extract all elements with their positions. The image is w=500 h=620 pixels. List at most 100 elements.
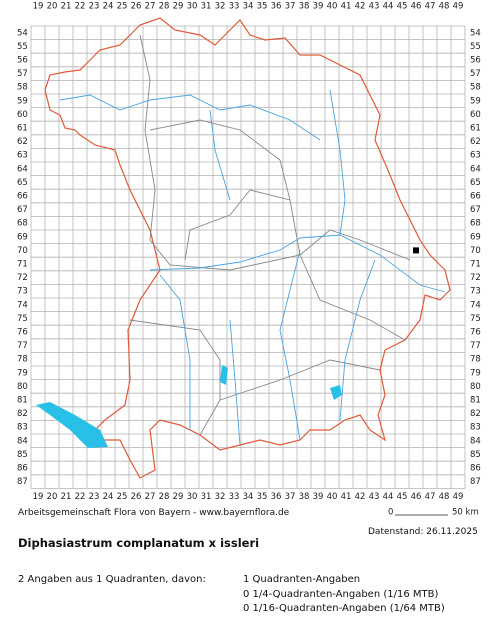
- row-label: 84: [17, 436, 28, 446]
- column-label: 23: [89, 2, 100, 12]
- row-label: 56: [17, 56, 28, 66]
- row-label: 66: [470, 192, 481, 202]
- row-label: 74: [17, 300, 28, 310]
- column-label: 45: [397, 2, 408, 12]
- row-label: 58: [17, 83, 28, 93]
- row-label: 60: [17, 110, 28, 120]
- column-label: 35: [257, 492, 268, 502]
- column-label: 19: [33, 492, 44, 502]
- column-label: 47: [425, 492, 436, 502]
- row-label: 86: [470, 464, 481, 474]
- district-borders: [129, 34, 411, 436]
- column-label: 26: [131, 492, 142, 502]
- row-label: 65: [17, 178, 28, 188]
- row-label: 61: [470, 124, 481, 134]
- row-label: 72: [17, 273, 28, 283]
- row-label: 85: [17, 450, 28, 460]
- column-label: 29: [173, 492, 184, 502]
- row-label: 85: [470, 450, 481, 460]
- column-label: 45: [397, 492, 408, 502]
- column-label: 31: [201, 492, 212, 502]
- column-label: 46: [411, 2, 422, 12]
- row-label: 70: [17, 246, 28, 256]
- row-label: 77: [17, 341, 28, 351]
- column-label: 25: [117, 2, 128, 12]
- row-label: 67: [17, 205, 28, 215]
- column-label: 49: [453, 2, 464, 12]
- column-label: 21: [61, 492, 72, 502]
- column-label: 26: [131, 2, 142, 12]
- column-label: 35: [257, 2, 268, 12]
- row-label: 83: [470, 423, 481, 433]
- column-label: 37: [285, 2, 296, 12]
- row-label: 59: [470, 96, 481, 106]
- row-label: 71: [17, 260, 28, 270]
- row-label: 73: [17, 287, 28, 297]
- row-label: 54: [470, 28, 481, 38]
- row-label: 79: [470, 368, 481, 378]
- row-label: 78: [17, 355, 28, 365]
- row-label: 66: [17, 192, 28, 202]
- column-label: 22: [75, 2, 86, 12]
- column-label: 37: [285, 492, 296, 502]
- column-label: 39: [313, 2, 324, 12]
- column-label: 33: [229, 2, 240, 12]
- column-label: 41: [341, 492, 352, 502]
- column-label: 34: [243, 492, 254, 502]
- column-label: 31: [201, 2, 212, 12]
- column-label: 24: [103, 2, 114, 12]
- column-label: 20: [47, 492, 58, 502]
- column-label: 38: [299, 2, 310, 12]
- column-label: 43: [369, 492, 380, 502]
- row-label: 87: [17, 477, 28, 487]
- row-label: 57: [17, 69, 28, 79]
- lake-ammersee: [220, 365, 228, 385]
- row-label: 80: [470, 382, 481, 392]
- row-label: 79: [17, 368, 28, 378]
- row-label: 58: [470, 83, 481, 93]
- column-label: 24: [103, 492, 114, 502]
- row-label: 59: [17, 96, 28, 106]
- column-label: 30: [187, 492, 198, 502]
- count-sixteenth: 0 1/16-Quadranten-Angaben (1/64 MTB): [243, 603, 445, 614]
- column-label: 44: [383, 492, 394, 502]
- row-label: 77: [470, 341, 481, 351]
- row-label: 75: [470, 314, 481, 324]
- row-label: 84: [470, 436, 481, 446]
- column-label: 38: [299, 492, 310, 502]
- row-label: 82: [470, 409, 481, 419]
- row-label: 55: [470, 42, 481, 52]
- column-label: 40: [327, 492, 338, 502]
- occurrences: [413, 247, 419, 254]
- column-label: 19: [33, 2, 44, 12]
- occurrence-point: [413, 247, 419, 254]
- column-label: 48: [439, 492, 450, 502]
- row-label: 73: [470, 287, 481, 297]
- row-label: 69: [17, 232, 28, 242]
- column-label: 33: [229, 492, 240, 502]
- scale-end: 50 km: [452, 508, 479, 518]
- lake-constance: [36, 402, 108, 448]
- row-label: 82: [17, 409, 28, 419]
- summary: 2 Angaben aus 1 Quadranten, davon:: [18, 574, 206, 585]
- column-label: 30: [187, 2, 198, 12]
- row-label: 62: [470, 137, 481, 147]
- row-label: 55: [17, 42, 28, 52]
- column-label: 41: [341, 2, 352, 12]
- bavaria-border: [44, 17, 451, 479]
- row-label: 60: [470, 110, 481, 120]
- scale-start: 0: [388, 508, 393, 518]
- column-label: 27: [145, 2, 156, 12]
- map: 0 50 km 19192020212122222323242425252626…: [17, 2, 481, 518]
- count-quadrant: 1 Quadranten-Angaben: [243, 574, 361, 585]
- count-quarter: 0 1/4-Quadranten-Angaben (1/16 MTB): [243, 589, 439, 600]
- column-label: 20: [47, 2, 58, 12]
- row-label: 61: [17, 124, 28, 134]
- row-label: 67: [470, 205, 481, 215]
- column-label: 46: [411, 492, 422, 502]
- row-label: 57: [470, 69, 481, 79]
- row-label: 71: [470, 260, 481, 270]
- row-label: 62: [17, 137, 28, 147]
- row-label: 70: [470, 246, 481, 256]
